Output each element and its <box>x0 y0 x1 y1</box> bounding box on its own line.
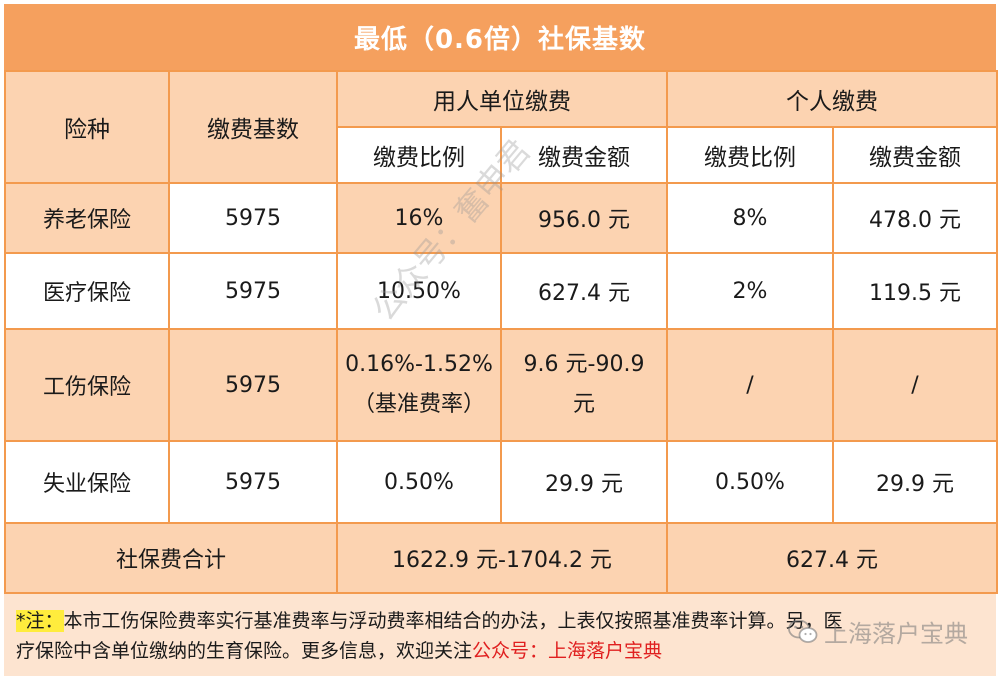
total-individual: 627.4 元 <box>666 522 998 594</box>
footnote: *注：本市工伤保险费率实行基准费率与浮动费率相结合的办法，上表仅按照基准费率计算… <box>4 594 996 676</box>
row-employer-amount: 29.9 元 <box>500 440 668 524</box>
header-base: 缴费基数 <box>168 70 338 184</box>
row-name: 医疗保险 <box>4 252 170 330</box>
row-employer-amount: 627.4 元 <box>500 252 668 330</box>
employer-amount-line2: 元 <box>572 392 595 417</box>
row-base: 5975 <box>168 328 338 442</box>
social-insurance-table: 险种 缴费基数 用人单位缴费 个人缴费 缴费比例 缴费金额 缴费比例 缴费金额 … <box>4 70 998 594</box>
note-line2: 疗保险中含单位缴纳的生育保险。更多信息，欢迎关注 <box>16 640 473 662</box>
row-employer-amount: 9.6 元-90.9 元 <box>500 328 668 442</box>
note-official-account-link[interactable]: 公众号：上海落户宝典 <box>472 640 663 662</box>
row-individual-ratio: 8% <box>666 182 834 254</box>
header-individual-amount: 缴费金额 <box>832 126 998 184</box>
row-individual-amount: 478.0 元 <box>832 182 998 254</box>
header-individual: 个人缴费 <box>666 70 998 128</box>
note-prefix: *注： <box>16 610 64 632</box>
row-individual-amount: / <box>832 328 998 442</box>
employer-ratio-range: 0.16%-1.52% <box>345 352 493 377</box>
note-line1: 本市工伤保险费率实行基准费率与浮动费率相结合的办法，上表仅按照基准费率计算。另，… <box>63 610 843 632</box>
row-name: 工伤保险 <box>4 328 170 442</box>
row-employer-ratio: 16% <box>336 182 502 254</box>
row-base: 5975 <box>168 182 338 254</box>
total-label: 社保费合计 <box>4 522 338 594</box>
row-base: 5975 <box>168 252 338 330</box>
page-title: 最低（0.6倍）社保基数 <box>4 4 996 70</box>
row-individual-ratio: 2% <box>666 252 834 330</box>
row-individual-ratio: 0.50% <box>666 440 834 524</box>
row-employer-ratio: 0.50% <box>336 440 502 524</box>
row-employer-ratio: 0.16%-1.52% （基准费率） <box>336 328 502 442</box>
row-employer-ratio: 10.50% <box>336 252 502 330</box>
total-employer: 1622.9 元-1704.2 元 <box>336 522 668 594</box>
row-base: 5975 <box>168 440 338 524</box>
employer-amount-line1: 9.6 元-90.9 <box>523 352 645 377</box>
table-row: 工伤保险 5975 0.16%-1.52% （基准费率） 9.6 元-90.9 … <box>4 328 998 442</box>
header-employer-amount: 缴费金额 <box>500 126 668 184</box>
row-name: 失业保险 <box>4 440 170 524</box>
total-row: 社保费合计 1622.9 元-1704.2 元 627.4 元 <box>4 522 998 594</box>
table-row: 养老保险 5975 16% 956.0 元 8% 478.0 元 <box>4 182 998 254</box>
row-individual-amount: 29.9 元 <box>832 440 998 524</box>
row-employer-amount: 956.0 元 <box>500 182 668 254</box>
row-name: 养老保险 <box>4 182 170 254</box>
table-row: 医疗保险 5975 10.50% 627.4 元 2% 119.5 元 <box>4 252 998 330</box>
header-insurance-type: 险种 <box>4 70 170 184</box>
header-employer: 用人单位缴费 <box>336 70 668 128</box>
table-row: 失业保险 5975 0.50% 29.9 元 0.50% 29.9 元 <box>4 440 998 524</box>
header-employer-ratio: 缴费比例 <box>336 126 502 184</box>
header-individual-ratio: 缴费比例 <box>666 126 834 184</box>
row-individual-ratio: / <box>666 328 834 442</box>
employer-ratio-note: （基准费率） <box>352 392 485 417</box>
row-individual-amount: 119.5 元 <box>832 252 998 330</box>
